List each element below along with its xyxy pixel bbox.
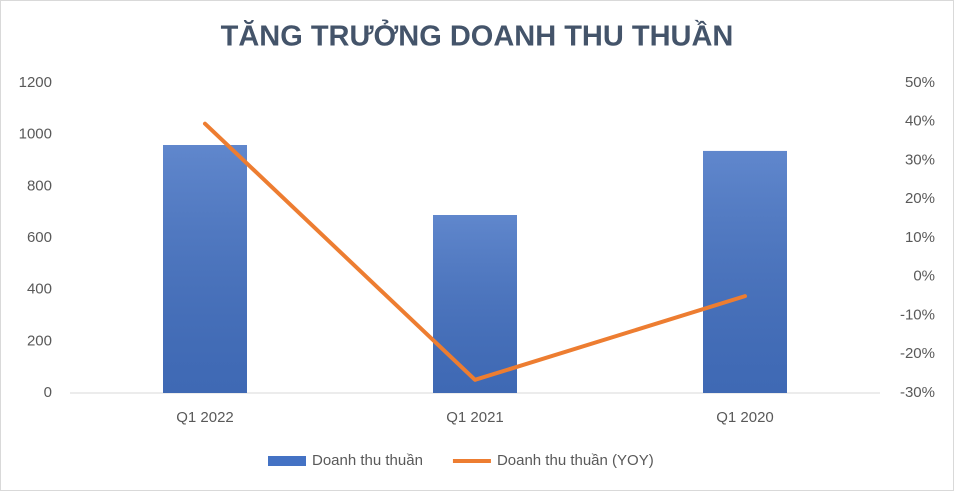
legend-swatch — [268, 456, 306, 466]
x-tick-label: Q1 2021 — [446, 409, 504, 426]
y2-tick-label: 0% — [913, 268, 935, 285]
y2-tick-label: -20% — [900, 345, 935, 362]
bar-shade — [433, 215, 517, 393]
x-tick-label: Q1 2022 — [176, 409, 234, 426]
y2-tick-label: -30% — [900, 384, 935, 401]
x-tick-label: Q1 2020 — [716, 409, 774, 426]
y2-tick-label: 30% — [905, 151, 935, 168]
legend-label: Doanh thu thuần — [312, 452, 423, 469]
y2-tick-label: 10% — [905, 229, 935, 246]
line — [203, 121, 747, 382]
y-tick-label: 1200 — [19, 74, 52, 91]
y-tick-label: 600 — [27, 229, 52, 246]
y-tick-label: 1000 — [19, 126, 52, 143]
y-tick-label: 400 — [27, 281, 52, 298]
y-tick-label: 0 — [44, 384, 52, 401]
y-tick-label: 200 — [27, 332, 52, 349]
y-tick-label: 800 — [27, 177, 52, 194]
y2-tick-label: -10% — [900, 306, 935, 323]
legend-label: Doanh thu thuần (YOY) — [497, 452, 654, 469]
y2-tick-label: 20% — [905, 190, 935, 207]
bar-shade — [163, 145, 247, 393]
y2-tick-label: 50% — [905, 74, 935, 91]
chart-title: TĂNG TRƯỞNG DOANH THU THUẦN — [221, 19, 734, 53]
bar-shade — [703, 150, 787, 393]
y2-tick-label: 40% — [905, 113, 935, 130]
